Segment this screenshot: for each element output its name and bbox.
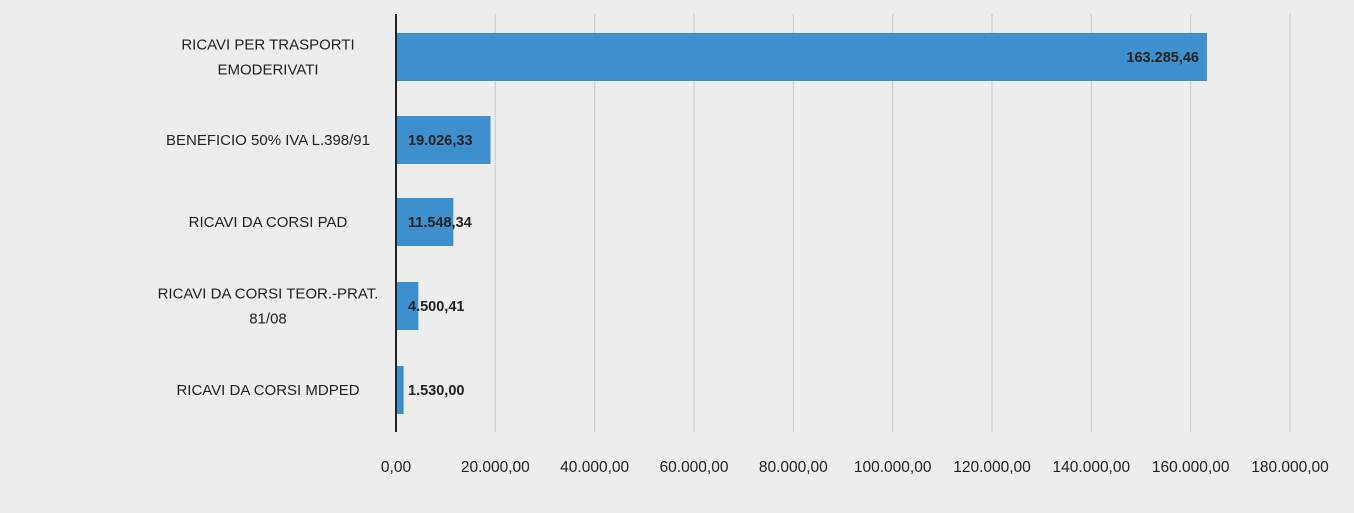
gridlines bbox=[494, 14, 1291, 432]
category-label: RICAVI PER TRASPORTI bbox=[181, 37, 354, 54]
x-tick-label: 60.000,00 bbox=[660, 459, 729, 476]
category-label: 81/08 bbox=[249, 311, 287, 328]
x-tick-label: 120.000,00 bbox=[953, 459, 1031, 476]
data-label: 4.500,41 bbox=[408, 299, 464, 315]
x-tick-label: 180.000,00 bbox=[1251, 459, 1329, 476]
data-label: 19.026,33 bbox=[408, 133, 473, 149]
category-label: RICAVI DA CORSI TEOR.-PRAT. bbox=[158, 286, 379, 303]
data-label: 163.285,46 bbox=[1126, 50, 1199, 66]
bar bbox=[396, 116, 491, 164]
bar bbox=[396, 366, 404, 414]
data-labels: 163.285,46 19.026,33 11.548,34 4.500,41 1.53… bbox=[408, 50, 1199, 399]
x-tick-label: 40.000,00 bbox=[560, 459, 629, 476]
x-tick-label: 160.000,00 bbox=[1152, 459, 1230, 476]
x-axis-tick-labels: 0,00 20.000,00 40.000,00 60.000,00 80.000,00… bbox=[381, 459, 1329, 476]
x-tick-label: 140.000,00 bbox=[1053, 459, 1131, 476]
x-tick-label: 100.000,00 bbox=[854, 459, 932, 476]
x-tick-label: 0,00 bbox=[381, 459, 412, 476]
bar bbox=[396, 33, 1207, 81]
bar bbox=[396, 198, 454, 246]
bars bbox=[396, 33, 1207, 414]
x-tick-label: 20.000,00 bbox=[461, 459, 530, 476]
data-label: 1.530,00 bbox=[408, 383, 464, 399]
category-label: RICAVI DA CORSI PAD bbox=[189, 214, 348, 231]
category-label: BENEFICIO 50% IVA L.398/91 bbox=[166, 132, 370, 149]
x-tick-label: 80.000,00 bbox=[759, 459, 828, 476]
category-label: RICAVI DA CORSI MDPED bbox=[176, 382, 359, 399]
data-label: 11.548,34 bbox=[408, 215, 472, 231]
category-labels: RICAVI PER TRASPORTI EMODERIVATI BENEFICIO… bbox=[158, 37, 379, 400]
bar bbox=[396, 282, 419, 330]
category-label: EMODERIVATI bbox=[217, 62, 318, 79]
